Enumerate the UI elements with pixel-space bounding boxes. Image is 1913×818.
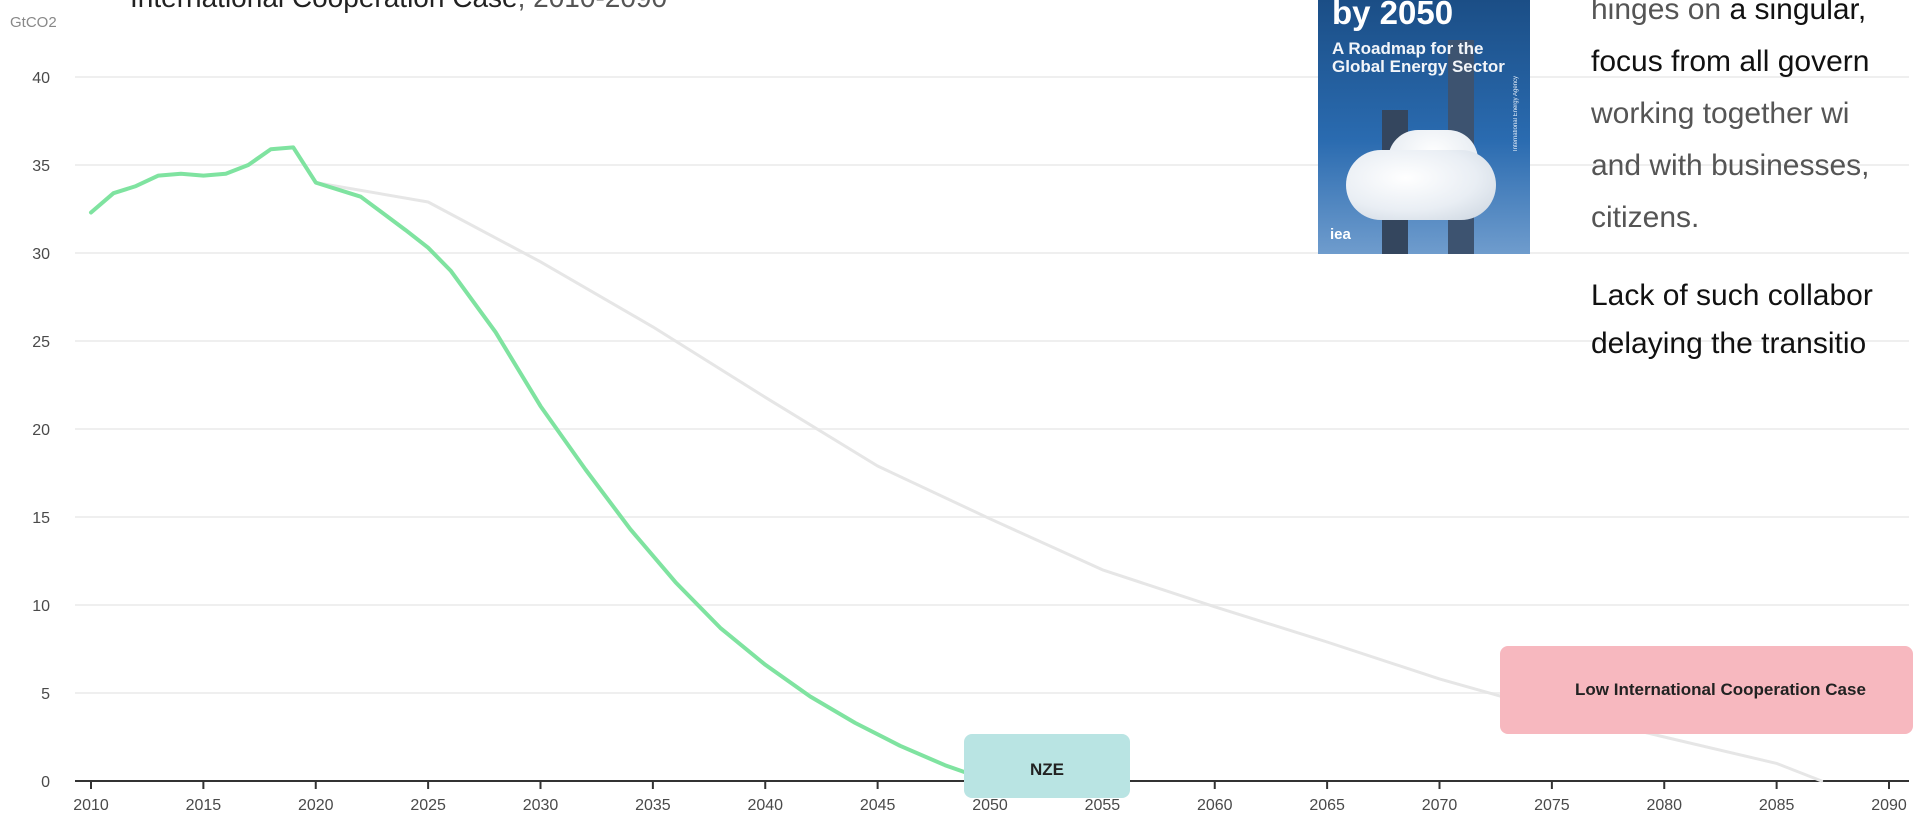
x-tick-label: 2040 <box>747 797 783 814</box>
nze-annotation: NZE <box>964 734 1130 798</box>
y-axis-labels: 0 5 10 15 20 25 30 35 40 <box>32 70 50 791</box>
x-tick-label: 2035 <box>635 797 671 814</box>
side-text-line: and with businesses, <box>1591 149 1870 182</box>
side-text-plain: hinges on <box>1591 0 1730 26</box>
y-tick-label: 15 <box>32 510 50 527</box>
x-tick-label: 2075 <box>1534 797 1570 814</box>
x-axis: 2010 2015 2020 2025 2030 2035 2040 2045 2050 2055… <box>73 780 1909 814</box>
x-tick-label: 2030 <box>523 797 559 814</box>
x-tick-label: 2015 <box>186 797 222 814</box>
x-tick-label: 2090 <box>1871 797 1907 814</box>
side-text-line: Lack of such collabor <box>1591 279 1873 312</box>
y-tick-label: 30 <box>32 246 50 263</box>
report-cover-image: by 2050 A Roadmap for the Global Energy … <box>1318 0 1530 254</box>
chart-subtitle: International Cooperation Case, 2010-209… <box>130 0 667 14</box>
y-tick-label: 0 <box>41 774 50 791</box>
x-tick-label: 2050 <box>972 797 1008 814</box>
side-text-emphasis: a singular, <box>1729 0 1867 26</box>
x-tick-label: 2065 <box>1309 797 1345 814</box>
side-text-line: working together wi <box>1591 97 1850 130</box>
x-tick-label: 2045 <box>860 797 896 814</box>
subtitle-years: , 2010-2090 <box>518 0 667 13</box>
iea-logo: iea <box>1330 226 1351 243</box>
nze-series-line <box>89 145 992 783</box>
x-tick-label: 2060 <box>1197 797 1233 814</box>
side-text-paragraph-2: Lack of such collabor delaying the trans… <box>1591 272 1913 368</box>
side-text-line: hinges on a singular, <box>1591 0 1913 36</box>
grid-lines <box>75 76 1909 694</box>
cover-title: by 2050 <box>1332 0 1454 31</box>
side-text-line: citizens. <box>1591 201 1700 234</box>
subtitle-lead: International Cooperation Case <box>130 0 518 13</box>
x-tick-label: 2055 <box>1085 797 1121 814</box>
side-text-line: delaying the transitio <box>1591 327 1867 360</box>
y-axis-unit: GtCO2 <box>10 14 57 31</box>
cover-subtitle: A Roadmap for the Global Energy Sector <box>1332 39 1505 76</box>
side-text-line: focus from all govern <box>1591 45 1870 78</box>
cover-spine-text: International Energy Agency <box>1513 76 1519 152</box>
x-tick-label: 2070 <box>1422 797 1458 814</box>
y-tick-label: 35 <box>32 158 50 175</box>
x-tick-label: 2010 <box>73 797 109 814</box>
cover-cloud <box>1346 150 1496 220</box>
y-tick-label: 25 <box>32 334 50 351</box>
side-text-panel: hinges on a singular, focus from all gov… <box>1591 0 1913 368</box>
x-tick-label: 2025 <box>410 797 446 814</box>
y-tick-label: 20 <box>32 422 50 439</box>
y-tick-label: 5 <box>41 686 50 703</box>
x-tick-label: 2085 <box>1759 797 1795 814</box>
x-tick-label: 2020 <box>298 797 334 814</box>
y-tick-label: 10 <box>32 598 50 615</box>
y-tick-label: 40 <box>32 70 50 87</box>
x-tick-label: 2080 <box>1646 797 1682 814</box>
low-cooperation-annotation: Low International Cooperation Case <box>1500 646 1913 734</box>
